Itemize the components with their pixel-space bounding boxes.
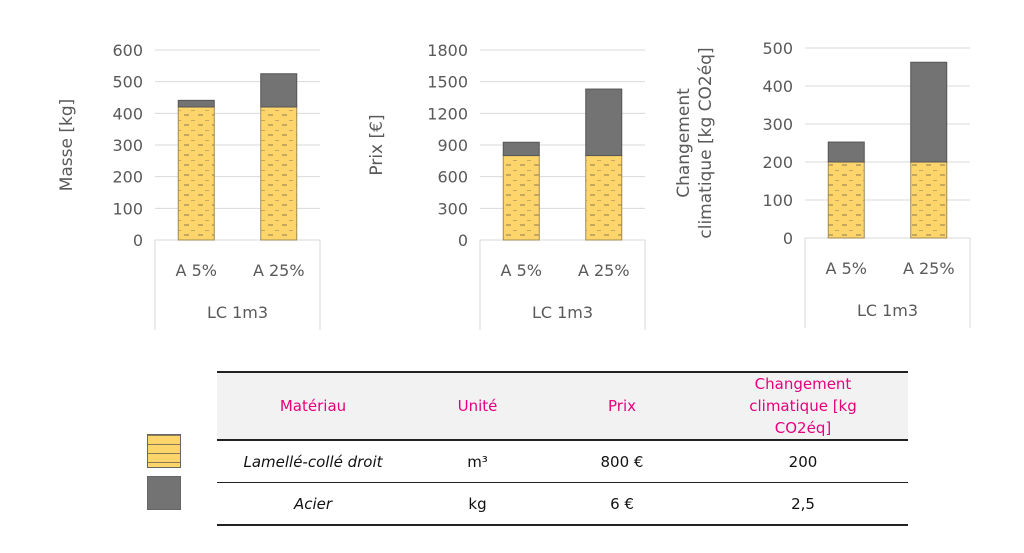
- materials-table: Matériau Unité Prix Changement climatiqu…: [217, 371, 908, 526]
- y-tick-label: 0: [458, 231, 468, 250]
- y-tick-label: 100: [112, 199, 143, 218]
- header-material: Matériau: [217, 371, 409, 441]
- table-row: Lamellé-collé droit m³ 800 € 200: [217, 440, 908, 483]
- x-group-label: LC 1m3: [532, 303, 593, 322]
- table-header-row: Matériau Unité Prix Changement climatiqu…: [217, 371, 908, 441]
- header-climate: Changement climatique [kg CO2éq]: [698, 371, 908, 441]
- cell-material: Acier: [217, 482, 409, 526]
- cell-climate: 200: [698, 440, 908, 483]
- x-tick-label: A 25%: [253, 261, 305, 280]
- x-group-label: LC 1m3: [857, 301, 918, 320]
- y-tick-label: 400: [762, 77, 793, 96]
- y-tick-label: 200: [112, 168, 143, 187]
- y-tick-label: 1200: [427, 104, 468, 123]
- y-axis-title: Changement: [674, 88, 694, 198]
- cell-price: 6 €: [546, 482, 698, 526]
- bar-steel: [585, 88, 623, 157]
- y-axis-title: Masse [kg]: [57, 99, 77, 192]
- x-tick-label: A 5%: [826, 259, 867, 278]
- x-group-label: LC 1m3: [207, 303, 268, 322]
- charts-area: 0 100 200 300 400 500 600 Masse [kg] LC 1m3 A 5% A…: [57, 39, 971, 330]
- y-tick-label: 600: [437, 168, 468, 187]
- legend-swatch-wood: [147, 434, 181, 468]
- y-axis-title: Prix [€]: [367, 114, 387, 175]
- bar-steel: [827, 141, 865, 163]
- y-tick-label: 1500: [427, 73, 468, 92]
- y-tick-label: 0: [783, 229, 793, 248]
- cell-unit: kg: [409, 482, 546, 526]
- y-axis-title: climatique [kg CO2éq]: [696, 47, 716, 238]
- header-unit: Unité: [409, 371, 546, 441]
- x-tick-label: A 5%: [501, 261, 542, 280]
- x-tick-label: A 5%: [176, 261, 217, 280]
- cell-price: 800 €: [546, 440, 698, 483]
- bar-wood: [827, 161, 865, 239]
- y-tick-label: 300: [762, 115, 793, 134]
- y-tick-label: 600: [112, 41, 143, 60]
- y-tick-label: 200: [762, 153, 793, 172]
- legend-swatch-steel: [147, 476, 181, 510]
- cell-material: Lamellé-collé droit: [217, 440, 409, 483]
- table-row: Acier kg 6 € 2,5: [217, 482, 908, 526]
- cell-unit: m³: [409, 440, 546, 483]
- bar-wood: [177, 106, 215, 241]
- bar-steel: [260, 73, 298, 108]
- y-tick-label: 500: [112, 73, 143, 92]
- bar-steel: [910, 61, 948, 163]
- bar-steel: [502, 141, 540, 157]
- y-tick-label: 400: [112, 104, 143, 123]
- cell-climate: 2,5: [698, 482, 908, 526]
- bar-wood: [260, 106, 298, 241]
- x-tick-label: A 25%: [578, 261, 630, 280]
- y-tick-label: 500: [762, 39, 793, 58]
- y-tick-label: 1800: [427, 41, 468, 60]
- bar-wood: [585, 155, 623, 241]
- bar-wood: [910, 161, 948, 239]
- y-tick-label: 900: [437, 136, 468, 155]
- y-tick-label: 0: [133, 231, 143, 250]
- bar-steel: [177, 99, 215, 108]
- bar-wood: [502, 155, 540, 241]
- y-tick-label: 300: [437, 199, 468, 218]
- y-tick-label: 100: [762, 191, 793, 210]
- y-tick-label: 300: [112, 136, 143, 155]
- header-price: Prix: [546, 371, 698, 441]
- x-tick-label: A 25%: [903, 259, 955, 278]
